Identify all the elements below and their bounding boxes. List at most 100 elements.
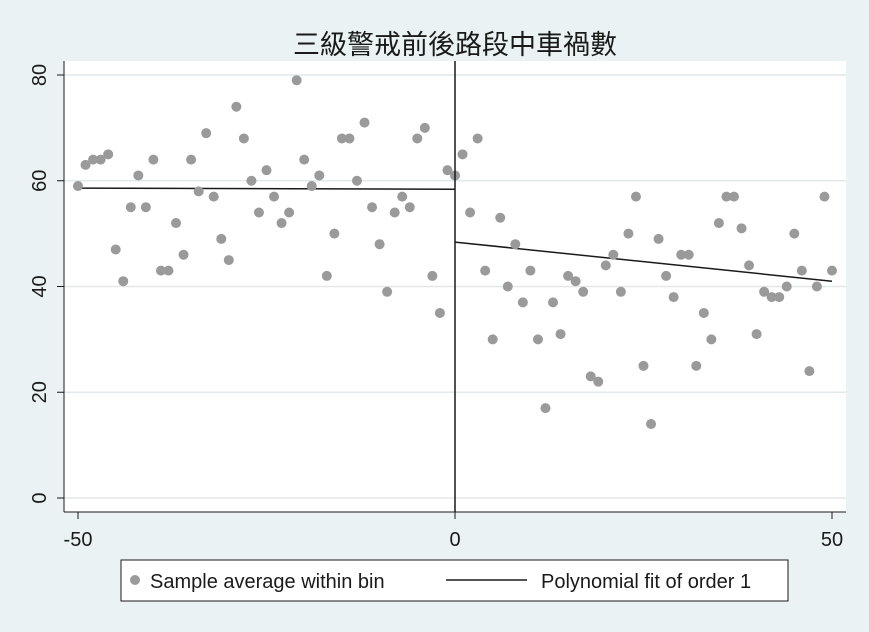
scatter-point [623, 228, 634, 239]
scatter-point [811, 281, 822, 292]
scatter-point [238, 133, 249, 144]
scatter-point [804, 366, 815, 377]
scatter-point [163, 265, 174, 276]
scatter-point [434, 307, 445, 318]
x-tick-label: 50 [821, 529, 843, 551]
scatter-point [532, 334, 543, 345]
scatter-point [668, 292, 679, 303]
x-axis: -50 0 50 [64, 511, 846, 551]
x-tick-label: -50 [64, 529, 93, 551]
scatter-point [691, 360, 702, 371]
scatter-point [269, 191, 280, 202]
scatter-point [517, 297, 528, 308]
scatter-point [314, 170, 325, 181]
scatter-point [789, 228, 800, 239]
scatter-point [472, 133, 483, 144]
scatter-point [306, 181, 317, 192]
scatter-point [487, 334, 498, 345]
scatter-point [246, 175, 257, 186]
scatter-point [321, 270, 332, 281]
scatter-point [359, 117, 370, 128]
y-tick-label: 40 [29, 275, 51, 297]
scatter-point [548, 297, 559, 308]
scatter-point [638, 360, 649, 371]
scatter-point [510, 239, 521, 250]
scatter-point [555, 329, 566, 340]
scatter-point [103, 149, 114, 160]
scatter-point [796, 265, 807, 276]
scatter-point [751, 329, 762, 340]
scatter-point [593, 376, 604, 387]
scatter-point [827, 265, 837, 276]
scatter-point [759, 286, 770, 297]
chart-title: 三級警戒前後路段中車禍數 [293, 30, 617, 61]
scatter-point [412, 133, 423, 144]
scatter-point [261, 165, 272, 176]
scatter-point [615, 286, 626, 297]
scatter-point [148, 154, 159, 165]
scatter-point [253, 207, 264, 218]
scatter-point [781, 281, 792, 292]
scatter-point [502, 281, 513, 292]
scatter-point [728, 191, 739, 202]
scatter-point [336, 133, 347, 144]
scatter-point [427, 270, 438, 281]
scatter-point [600, 260, 611, 271]
legend-label-scatter: Sample average within bin [150, 571, 385, 593]
scatter-point [231, 101, 242, 112]
scatter-point [80, 159, 91, 170]
scatter-point [608, 249, 619, 260]
y-axis: 0 20 40 60 80 [29, 61, 65, 512]
scatter-point [721, 191, 732, 202]
scatter-point [676, 249, 687, 260]
fit-line-segment [454, 241, 833, 282]
scatter-point [766, 292, 777, 303]
scatter-point [819, 191, 830, 202]
scatter-points [73, 75, 837, 429]
scatter-point [171, 218, 182, 229]
y-tick-label: 20 [29, 381, 51, 403]
scatter-point [661, 270, 672, 281]
scatter-point [367, 202, 378, 213]
y-tick-label: 0 [29, 492, 51, 503]
scatter-point [540, 403, 551, 414]
scatter-point [110, 244, 121, 255]
x-tick-label: 0 [449, 529, 460, 551]
scatter-point [299, 154, 310, 165]
scatter-point [223, 255, 234, 266]
scatter-point [178, 249, 189, 260]
scatter-point [193, 186, 204, 197]
scatter-point [653, 233, 664, 244]
scatter-point [774, 292, 785, 303]
legend-label-fit: Polynomial fit of order 1 [541, 571, 751, 593]
scatter-point [329, 228, 340, 239]
y-tick-label: 80 [29, 64, 51, 86]
legend: Sample average within bin Polynomial fit… [120, 559, 789, 602]
scatter-point [155, 265, 166, 276]
scatter-point [216, 233, 227, 244]
scatter-point [389, 207, 400, 218]
scatter-point [563, 270, 574, 281]
fit-line-segment [77, 187, 456, 190]
scatter-point [284, 207, 295, 218]
scatter-point [276, 218, 287, 229]
scatter-point [465, 207, 476, 218]
scatter-point [736, 223, 747, 234]
scatter-point [713, 218, 724, 229]
scatter-point [186, 154, 197, 165]
scatter-point [578, 286, 589, 297]
scatter-point [495, 212, 506, 223]
scatter-point [201, 128, 212, 139]
scatter-point [570, 276, 581, 287]
scatter-point [208, 191, 219, 202]
legend-marker-scatter [130, 575, 140, 585]
scatter-point [88, 154, 99, 165]
scatter-point [744, 260, 755, 271]
scatter-point [585, 371, 596, 382]
scatter-point [646, 418, 657, 429]
scatter-point [683, 249, 694, 260]
scatter-point [698, 307, 709, 318]
scatter-point [480, 265, 491, 276]
scatter-point [419, 122, 430, 133]
